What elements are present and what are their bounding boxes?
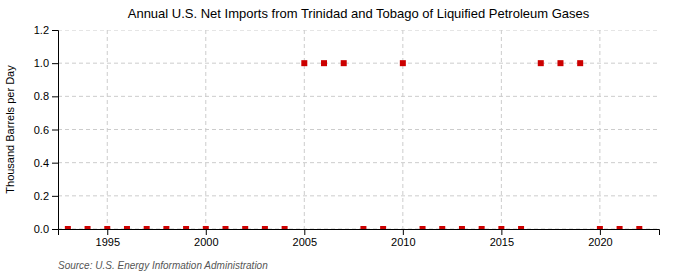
tick-mark <box>501 229 502 235</box>
point <box>144 226 150 229</box>
grid-line-y <box>58 129 659 130</box>
grid-line-y <box>58 30 659 31</box>
axis-line <box>59 230 660 236</box>
tick-label: 0.6 <box>34 124 49 136</box>
tick-mark <box>600 229 601 235</box>
point <box>617 226 623 229</box>
point <box>242 226 248 229</box>
tick: 2010 <box>391 229 415 248</box>
point <box>183 226 189 229</box>
point <box>439 226 445 229</box>
point <box>104 226 110 229</box>
point <box>577 60 583 66</box>
tick: 1995 <box>96 229 120 248</box>
y-axis-title: Thousand Barrels per Day <box>4 65 16 194</box>
point <box>597 226 603 229</box>
tick: 0.4 <box>34 157 58 169</box>
x-axis: 1995 2000 2005 2010 2015 2020 <box>59 229 660 248</box>
grid <box>58 30 659 229</box>
point <box>85 226 91 229</box>
tick-mark <box>52 196 58 197</box>
tick-mark <box>52 163 58 164</box>
tick-mark <box>403 229 404 235</box>
point <box>636 226 642 229</box>
tick-label: 1.2 <box>34 24 49 36</box>
point <box>65 226 71 229</box>
grid-line-y <box>58 162 659 163</box>
tick-label: 0.8 <box>34 90 49 102</box>
point <box>459 226 465 229</box>
tick-mark <box>304 229 305 235</box>
tick-mark <box>52 229 58 230</box>
grid-line-y <box>58 96 659 97</box>
title: Annual U.S. Net Imports from Trinidad an… <box>128 6 590 21</box>
axis-line <box>52 31 59 230</box>
tick: 2020 <box>588 229 612 248</box>
tick-label: 2000 <box>194 236 218 248</box>
tick: 0.0 <box>34 223 58 235</box>
tick-label: 2005 <box>293 236 317 248</box>
point <box>124 226 130 229</box>
grid-line-y <box>58 195 659 196</box>
tick-mark <box>52 30 58 31</box>
tick-label: 0.0 <box>34 223 49 235</box>
tick-label: 2015 <box>490 236 514 248</box>
tick: 2005 <box>293 229 317 248</box>
point <box>262 226 268 229</box>
point <box>321 60 327 66</box>
point <box>203 226 209 229</box>
tick: 1.0 <box>34 57 58 69</box>
tick-mark <box>52 130 58 131</box>
grid-line-y <box>58 63 659 64</box>
chart: 1995 2000 2005 2010 2015 2020 0.0 0.2 0.4 0.6 0.8 1… <box>0 0 675 275</box>
points <box>65 60 642 229</box>
point <box>538 60 544 66</box>
point <box>360 226 366 229</box>
tick: 1.2 <box>34 24 58 36</box>
y-axis: 0.0 0.2 0.4 0.6 0.8 1.0 1.2 <box>34 24 59 235</box>
point <box>400 60 406 66</box>
tick-mark <box>52 96 58 97</box>
point <box>479 226 485 229</box>
tick-label: 1995 <box>96 236 120 248</box>
tick: 0.2 <box>34 190 58 202</box>
tick-label: 2010 <box>391 236 415 248</box>
tick-mark <box>206 229 207 235</box>
tick-label: 2020 <box>588 236 612 248</box>
point <box>222 226 228 229</box>
point <box>163 226 169 229</box>
tick: 0.6 <box>34 124 58 136</box>
point <box>282 226 288 229</box>
tick-mark <box>107 229 108 235</box>
plot: 1995 2000 2005 2010 2015 2020 0.0 0.2 0.4 0.6 0.8 1… <box>34 24 660 248</box>
tick: 2015 <box>490 229 514 248</box>
tick: 2000 <box>194 229 218 248</box>
tick-label: 0.2 <box>34 190 49 202</box>
point <box>380 226 386 229</box>
point <box>518 226 524 229</box>
annotation: Source: U.S. Energy Information Administ… <box>58 260 268 271</box>
point <box>341 60 347 66</box>
tick: 0.8 <box>34 90 58 102</box>
tick-mark <box>52 63 58 64</box>
point <box>420 226 426 229</box>
tick-label: 1.0 <box>34 57 49 69</box>
point <box>557 60 563 66</box>
point <box>301 60 307 66</box>
tick-label: 0.4 <box>34 157 49 169</box>
point <box>498 226 504 229</box>
